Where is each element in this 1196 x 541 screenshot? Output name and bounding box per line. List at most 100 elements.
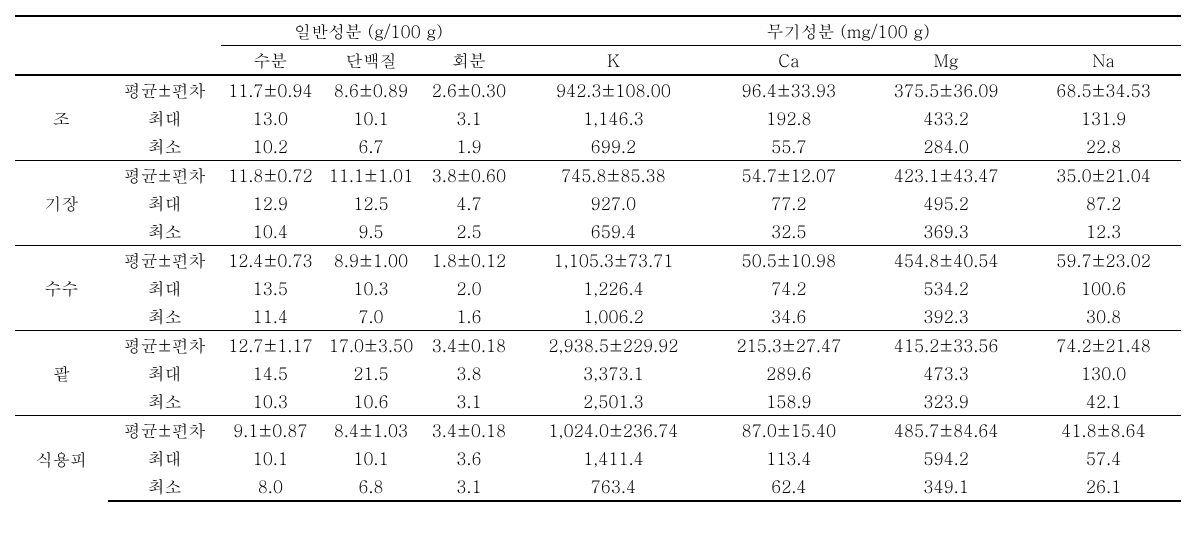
- value-cell: 284.0: [866, 132, 1026, 161]
- value-cell: 369.3: [866, 217, 1026, 246]
- stat-label: 최대: [108, 444, 221, 472]
- value-cell: 59.7±23.02: [1026, 246, 1181, 275]
- value-cell: 11.7±0.94: [221, 75, 319, 104]
- stat-label: 평균±편차: [108, 331, 221, 360]
- value-cell: 21.5: [319, 359, 422, 387]
- value-cell: 2.6±0.30: [423, 75, 516, 104]
- group-name: 수수: [15, 246, 108, 331]
- value-cell: 42.1: [1026, 387, 1181, 416]
- value-cell: 2,501.3: [515, 387, 711, 416]
- group-name: 식용피: [15, 416, 108, 502]
- value-cell: 32.5: [711, 217, 866, 246]
- value-cell: 1,226.4: [515, 274, 711, 302]
- value-cell: 10.1: [221, 444, 319, 472]
- value-cell: 11.1±1.01: [319, 161, 422, 190]
- value-cell: 3.1: [423, 104, 516, 132]
- value-cell: 57.4: [1026, 444, 1181, 472]
- value-cell: 9.1±0.87: [221, 416, 319, 445]
- header-general: 일반성분 (g/100 g): [221, 16, 515, 46]
- col-ca: Ca: [711, 46, 866, 76]
- value-cell: 763.4: [515, 472, 711, 501]
- header-row-1: 일반성분 (g/100 g) 무기성분 (mg/100 g): [15, 16, 1181, 46]
- value-cell: 10.1: [319, 444, 422, 472]
- stat-label: 평균±편차: [108, 75, 221, 104]
- value-cell: 349.1: [866, 472, 1026, 501]
- value-cell: 8.6±0.89: [319, 75, 422, 104]
- value-cell: 26.1: [1026, 472, 1181, 501]
- table-row: 최소10.26.71.9699.255.7284.022.8: [15, 132, 1181, 161]
- value-cell: 8.9±1.00: [319, 246, 422, 275]
- value-cell: 3.1: [423, 472, 516, 501]
- value-cell: 54.7±12.07: [711, 161, 866, 190]
- value-cell: 215.3±27.47: [711, 331, 866, 360]
- value-cell: 3.8±0.60: [423, 161, 516, 190]
- value-cell: 1,146.3: [515, 104, 711, 132]
- value-cell: 9.5: [319, 217, 422, 246]
- value-cell: 3.8: [423, 359, 516, 387]
- value-cell: 392.3: [866, 302, 1026, 331]
- value-cell: 68.5±34.53: [1026, 75, 1181, 104]
- value-cell: 131.9: [1026, 104, 1181, 132]
- value-cell: 1.6: [423, 302, 516, 331]
- value-cell: 12.4±0.73: [221, 246, 319, 275]
- value-cell: 454.8±40.54: [866, 246, 1026, 275]
- value-cell: 96.4±33.93: [711, 75, 866, 104]
- value-cell: 11.4: [221, 302, 319, 331]
- value-cell: 415.2±33.56: [866, 331, 1026, 360]
- value-cell: 323.9: [866, 387, 1026, 416]
- value-cell: 433.2: [866, 104, 1026, 132]
- col-prot: 단백질: [319, 46, 422, 76]
- value-cell: 77.2: [711, 189, 866, 217]
- value-cell: 3.4±0.18: [423, 416, 516, 445]
- value-cell: 35.0±21.04: [1026, 161, 1181, 190]
- value-cell: 375.5±36.09: [866, 75, 1026, 104]
- value-cell: 1,105.3±73.71: [515, 246, 711, 275]
- table-row: 팥평균±편차12.7±1.1717.0±3.503.4±0.182,938.5±…: [15, 331, 1181, 360]
- value-cell: 10.3: [319, 274, 422, 302]
- table-row: 조평균±편차11.7±0.948.6±0.892.6±0.30942.3±108…: [15, 75, 1181, 104]
- table-row: 최소8.06.83.1763.462.4349.126.1: [15, 472, 1181, 501]
- stat-label: 최대: [108, 359, 221, 387]
- value-cell: 10.4: [221, 217, 319, 246]
- table-row: 최소10.49.52.5659.432.5369.312.3: [15, 217, 1181, 246]
- value-cell: 1,006.2: [515, 302, 711, 331]
- table-row: 식용피평균±편차9.1±0.878.4±1.033.4±0.181,024.0±…: [15, 416, 1181, 445]
- stat-label: 최소: [108, 217, 221, 246]
- table-row: 기장평균±편차11.8±0.7211.1±1.013.8±0.60745.8±8…: [15, 161, 1181, 190]
- col-na: Na: [1026, 46, 1181, 76]
- value-cell: 3,373.1: [515, 359, 711, 387]
- col-moist: 수분: [221, 46, 319, 76]
- value-cell: 699.2: [515, 132, 711, 161]
- value-cell: 130.0: [1026, 359, 1181, 387]
- table-row: 최대12.912.54.7927.077.2495.287.2: [15, 189, 1181, 217]
- value-cell: 14.5: [221, 359, 319, 387]
- stat-label: 최소: [108, 472, 221, 501]
- table-row: 수수평균±편차12.4±0.738.9±1.001.8±0.121,105.3±…: [15, 246, 1181, 275]
- value-cell: 74.2: [711, 274, 866, 302]
- value-cell: 3.6: [423, 444, 516, 472]
- value-cell: 41.8±8.64: [1026, 416, 1181, 445]
- table-row: 최소10.310.63.12,501.3158.9323.942.1: [15, 387, 1181, 416]
- table-row: 최대13.510.32.01,226.474.2534.2100.6: [15, 274, 1181, 302]
- value-cell: 1.8±0.12: [423, 246, 516, 275]
- value-cell: 34.6: [711, 302, 866, 331]
- value-cell: 1,411.4: [515, 444, 711, 472]
- value-cell: 10.6: [319, 387, 422, 416]
- value-cell: 22.8: [1026, 132, 1181, 161]
- stat-label: 평균±편차: [108, 161, 221, 190]
- value-cell: 8.4±1.03: [319, 416, 422, 445]
- value-cell: 113.4: [711, 444, 866, 472]
- value-cell: 13.0: [221, 104, 319, 132]
- col-mg: Mg: [866, 46, 1026, 76]
- value-cell: 87.0±15.40: [711, 416, 866, 445]
- value-cell: 12.3: [1026, 217, 1181, 246]
- value-cell: 74.2±21.48: [1026, 331, 1181, 360]
- value-cell: 3.4±0.18: [423, 331, 516, 360]
- value-cell: 745.8±85.38: [515, 161, 711, 190]
- value-cell: 594.2: [866, 444, 1026, 472]
- group-name: 기장: [15, 161, 108, 246]
- header-row-2: 수분 단백질 회분 K Ca Mg Na: [15, 46, 1181, 76]
- col-ash: 회분: [423, 46, 516, 76]
- table-row: 최대13.010.13.11,146.3192.8433.2131.9: [15, 104, 1181, 132]
- stat-label: 최대: [108, 274, 221, 302]
